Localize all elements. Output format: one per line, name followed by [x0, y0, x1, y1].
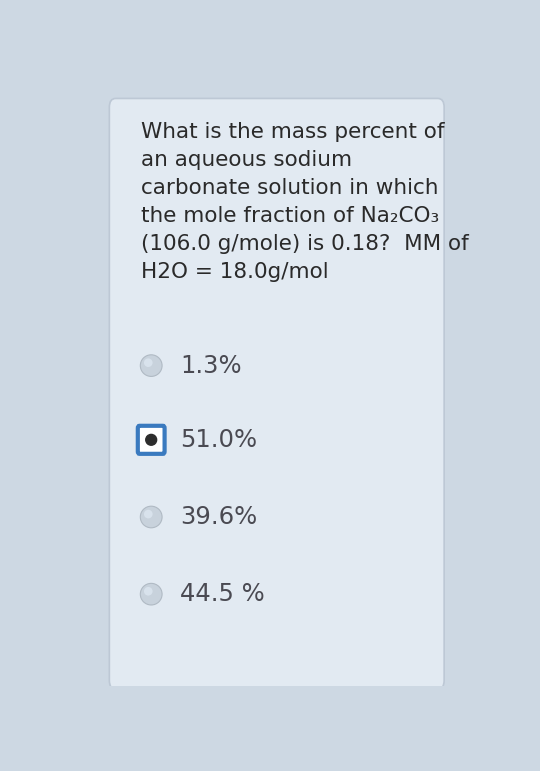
FancyBboxPatch shape — [109, 99, 444, 689]
Text: 39.6%: 39.6% — [180, 505, 258, 529]
Ellipse shape — [140, 355, 162, 376]
Ellipse shape — [144, 510, 153, 518]
FancyBboxPatch shape — [138, 426, 165, 454]
Text: What is the mass percent of
an aqueous sodium
carbonate solution in which
the mo: What is the mass percent of an aqueous s… — [141, 122, 469, 282]
Ellipse shape — [146, 434, 157, 445]
Ellipse shape — [144, 587, 153, 595]
Text: 44.5 %: 44.5 % — [180, 582, 265, 606]
Text: 1.3%: 1.3% — [180, 354, 242, 378]
Ellipse shape — [140, 507, 162, 528]
Ellipse shape — [144, 359, 153, 367]
Ellipse shape — [140, 584, 162, 605]
Text: 51.0%: 51.0% — [180, 428, 258, 452]
